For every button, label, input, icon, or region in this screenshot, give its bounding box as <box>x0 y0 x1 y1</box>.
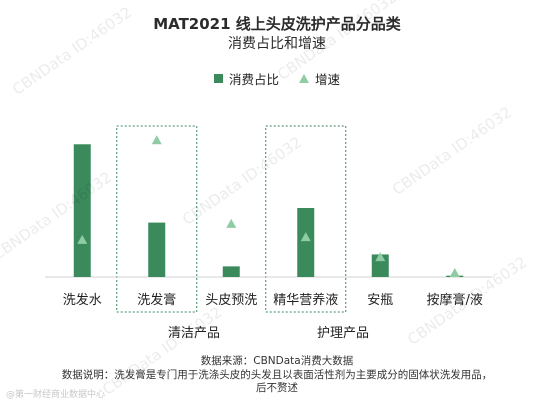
watermark-text-5: CBNData ID:46032 <box>404 253 530 349</box>
watermark-text-3: CBNData ID:46032 <box>389 103 515 199</box>
growth-marker-3 <box>300 232 311 242</box>
growth-marker-0 <box>77 234 88 244</box>
legend-item-share: 消费占比 <box>213 69 279 88</box>
legend-square-icon <box>213 74 223 83</box>
growth-marker-2 <box>226 218 237 228</box>
bar-2 <box>222 266 240 277</box>
category-label-3: 精华营养液 <box>273 292 338 308</box>
watermark-text-1: CBNData ID:46032 <box>274 0 400 84</box>
bar-3 <box>297 207 315 277</box>
chart-subtitle: 消费占比和增速 <box>228 36 326 52</box>
category-label-0: 洗发水 <box>63 292 102 308</box>
category-label-1: 洗发膏 <box>137 292 176 308</box>
category-label-4: 安瓶 <box>367 293 393 308</box>
watermark-text-2: CBNData ID:46032 <box>0 168 115 264</box>
brand-logo-text: @第一财经商业数据中心 <box>6 388 105 400</box>
category-label-2: 头皮预洗 <box>205 293 257 308</box>
highlight-box-0 <box>116 125 198 313</box>
footnote-source: 数据来源：CBNData消费大数据 <box>200 355 354 367</box>
legend-label-share: 消费占比 <box>228 72 279 87</box>
growth-marker-1 <box>151 135 162 145</box>
watermark-text-4: CBNData ID:46032 <box>179 133 305 229</box>
footnote-desc-line2: 后不赘述 <box>256 382 298 394</box>
group-label-1: 护理产品 <box>317 326 369 341</box>
watermark-text-0: CBNData ID:46032 <box>9 3 135 99</box>
bar-0 <box>73 144 91 277</box>
bar-1 <box>148 222 166 277</box>
footnote-desc-line1: 数据说明：洗发膏是专门用于洗涤头皮的头发且以表面活性剂为主要成分的固体状洗发用品… <box>61 369 493 381</box>
group-label-0: 清洁产品 <box>168 326 220 341</box>
category-label-5: 按摩膏/液 <box>427 292 483 308</box>
chart-title: MAT2021 线上头皮洗护产品分品类 <box>153 15 401 33</box>
legend-label-growth: 增速 <box>315 72 341 87</box>
legend: 消费占比 增速 <box>0 69 554 88</box>
legend-triangle-icon <box>299 74 309 83</box>
growth-marker-4 <box>375 252 386 262</box>
legend-item-growth: 增速 <box>299 69 340 88</box>
highlight-box-1 <box>265 125 347 313</box>
growth-marker-5 <box>449 268 460 278</box>
